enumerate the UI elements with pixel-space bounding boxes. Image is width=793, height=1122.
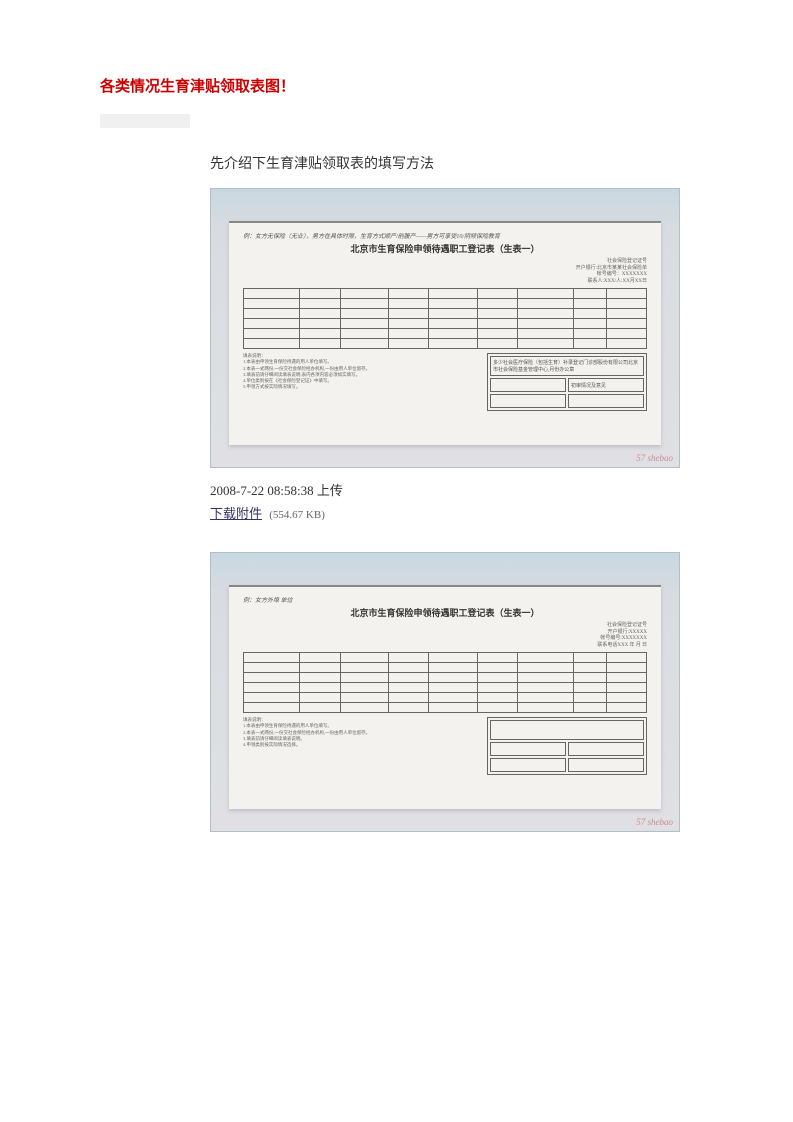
download-link[interactable]: 下载附件	[210, 506, 262, 521]
stamp-cell	[490, 378, 566, 392]
stamp-cell: 多少社会医疗保险（包括生育）补录登记门诊部股份有限公司北京市社会保险基金管理中心…	[490, 356, 644, 376]
stamp-cell	[568, 394, 644, 408]
gray-placeholder	[100, 114, 190, 128]
form-table-1	[243, 288, 647, 349]
handwritten-note-1: 例：女方无保险（无业），男方在具体时限，生育方式顺产/剖腹产——男方可享受10/…	[243, 231, 647, 240]
paper-2: 例：女方外埠 单位 北京市生育保险申领待遇职工登记表（生表一） 社会保险登记证号…	[229, 585, 661, 809]
handwritten-note-2: 例：女方外埠 单位	[243, 595, 647, 604]
subinfo-line: 联系电话XXX 年 月 日	[243, 643, 647, 650]
form-notes-2: 填表说明： 1.本表由申领生育保险待遇的用人单位填写。 2.本表一式两份,一份交…	[243, 717, 479, 775]
stamp-cell	[568, 758, 644, 772]
notes-body: 1.本表由申领生育保险待遇的用人单位填写。 2.本表一式两份,一份交社会保险经办…	[243, 359, 479, 390]
subinfo-line: 联系人:XXX/人:XX月XX日	[243, 279, 647, 286]
form-subinfo-2: 社会保险登记证号 开户银行:XXXXX 帐号编号:XXXXXXX 联系电话XXX…	[243, 623, 647, 649]
form-photo-1: 例：女方无保险（无业），男方在具体时限，生育方式顺产/剖腹产——男方可享受10/…	[210, 188, 680, 468]
notes-body: 1.本表由申领生育保险待遇的用人单位填写。 2.本表一式两份,一份交社会保险经办…	[243, 723, 479, 748]
stamp-cell	[490, 720, 644, 740]
form-subinfo-1: 社会保险登记证号 开户银行:北京市某某社会保险单 帐号编号：XXXXXXX 联系…	[243, 259, 647, 285]
intro-text: 先介绍下生育津贴领取表的填写方法	[210, 153, 693, 173]
form-notes-1: 填表说明： 1.本表由申领生育保险待遇的用人单位填写。 2.本表一式两份,一份交…	[243, 353, 479, 411]
paper-1: 例：女方无保险（无业），男方在具体时限，生育方式顺产/剖腹产——男方可享受10/…	[229, 221, 661, 445]
watermark-1: 57 shebao	[636, 453, 673, 463]
form-title-1: 北京市生育保险申领待遇职工登记表（生表一）	[243, 242, 647, 255]
upload-timestamp: 2008-7-22 08:58:38 上传	[210, 480, 693, 499]
stamp-cell	[568, 742, 644, 756]
stamp-box-2	[487, 717, 647, 775]
download-row: 下载附件 (554.67 KB)	[210, 503, 693, 522]
form-bottom-2: 填表说明： 1.本表由申领生育保险待遇的用人单位填写。 2.本表一式两份,一份交…	[243, 717, 647, 775]
stamp-cell	[490, 742, 566, 756]
form-photo-2: 例：女方外埠 单位 北京市生育保险申领待遇职工登记表（生表一） 社会保险登记证号…	[210, 552, 680, 832]
form-bottom-1: 填表说明： 1.本表由申领生育保险待遇的用人单位填写。 2.本表一式两份,一份交…	[243, 353, 647, 411]
form-title-2: 北京市生育保险申领待遇职工登记表（生表一）	[243, 606, 647, 619]
file-size: (554.67 KB)	[269, 509, 325, 521]
watermark-2: 57 shebao	[636, 817, 673, 827]
content-area: 先介绍下生育津贴领取表的填写方法 例：女方无保险（无业），男方在具体时限，生育方…	[210, 153, 693, 832]
stamp-cell	[490, 758, 566, 772]
form-table-2	[243, 652, 647, 713]
stamp-box-1: 多少社会医疗保险（包括生育）补录登记门诊部股份有限公司北京市社会保险基金管理中心…	[487, 353, 647, 411]
stamp-cell: 初审情况及意见	[568, 378, 644, 392]
page-title: 各类情况生育津贴领取表图！	[100, 75, 693, 96]
stamp-cell	[490, 394, 566, 408]
